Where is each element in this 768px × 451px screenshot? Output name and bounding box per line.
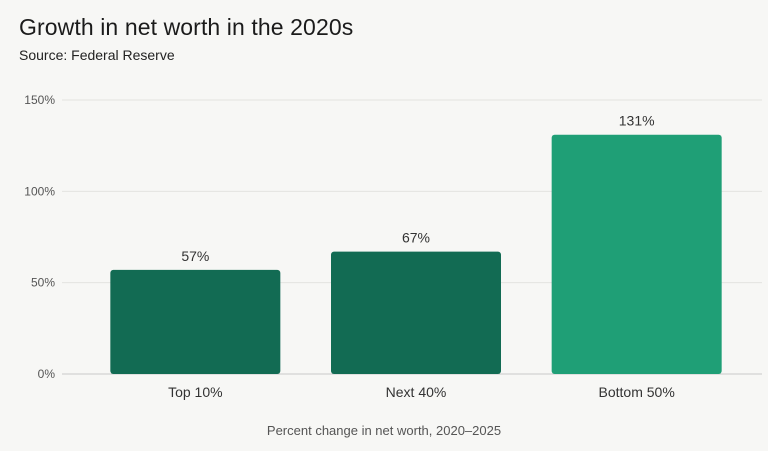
y-tick-label: 100%	[24, 184, 55, 198]
chart-title: Growth in net worth in the 2020s	[19, 14, 354, 40]
data-labels: 57% 67% 131%	[181, 113, 654, 264]
x-tick-label: Bottom 50%	[599, 384, 675, 400]
y-axis-ticks: 0% 50% 100% 150%	[24, 93, 55, 381]
data-label: 67%	[402, 230, 430, 246]
bar	[110, 269, 281, 374]
x-axis-title: Percent change in net worth, 2020–2025	[266, 423, 502, 438]
bars	[110, 134, 722, 374]
data-label: 57%	[181, 248, 209, 264]
bar	[551, 134, 722, 374]
x-tick-label: Next 40%	[386, 384, 447, 400]
x-axis-ticks: Top 10% Next 40% Bottom 50%	[168, 384, 675, 400]
chart-source: Source: Federal Reserve	[19, 47, 175, 63]
x-tick-label: Top 10%	[168, 384, 222, 400]
bar	[331, 251, 501, 374]
y-tick-label: 50%	[31, 276, 55, 290]
data-label: 131%	[619, 113, 655, 129]
y-tick-label: 0%	[38, 367, 56, 381]
y-tick-label: 150%	[24, 93, 55, 107]
